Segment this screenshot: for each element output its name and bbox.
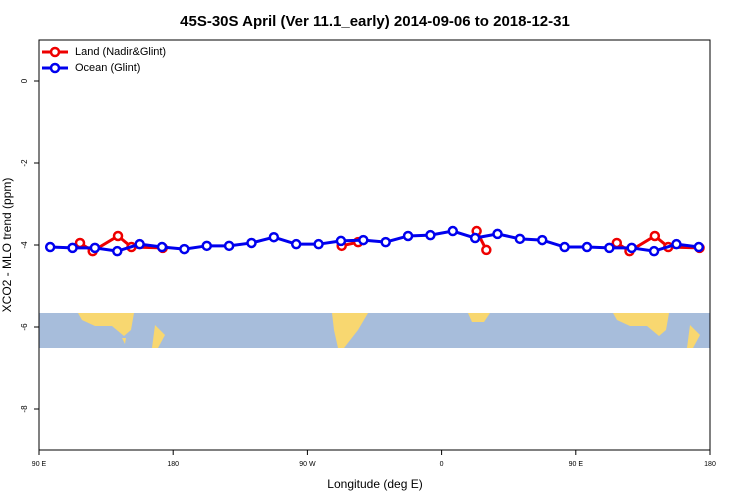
y-tick-label: -2 (20, 159, 29, 167)
data-point (112, 230, 124, 242)
data-point (581, 241, 593, 253)
legend: Land (Nadir&Glint) Ocean (Glint) (42, 46, 166, 74)
y-axis-label: XCO2 - MLO trend (ppm) (0, 178, 14, 313)
data-point (268, 231, 280, 243)
legend-label: Land (Nadir&Glint) (75, 46, 166, 58)
data-point (626, 242, 637, 254)
data-point (559, 241, 570, 253)
data-point (112, 245, 123, 257)
data-point (290, 238, 302, 250)
data-point (380, 236, 391, 248)
data-point (649, 230, 661, 242)
data-point (89, 242, 101, 254)
y-tick-label: -6 (20, 323, 29, 331)
data-point (201, 240, 212, 252)
data-point (537, 234, 548, 246)
data-point (44, 241, 56, 253)
chart-title: 45S-30S April (Ver 11.1_early) 2014-09-0… (180, 13, 570, 30)
x-tick-label: 180 (704, 461, 716, 468)
data-point (134, 238, 145, 250)
map-strip (39, 313, 710, 348)
data-point (693, 241, 705, 253)
data-point (469, 232, 481, 244)
data-point (514, 233, 526, 245)
y-tick-label: 0 (20, 78, 29, 83)
data-point (604, 242, 615, 254)
data-point (313, 238, 324, 250)
data-point (358, 234, 369, 246)
data-point (246, 237, 257, 249)
data-point (179, 243, 190, 255)
y-tick-label: -8 (20, 405, 29, 413)
x-tick-label: 90 E (569, 461, 584, 468)
data-point (67, 242, 78, 254)
x-tick-label: 0 (440, 461, 444, 468)
data-point (156, 241, 168, 253)
y-tick-label: -4 (20, 241, 29, 249)
data-point (492, 228, 503, 240)
data-point (335, 235, 347, 247)
data-point (447, 225, 459, 237)
data-point (223, 240, 235, 252)
x-tick-label: 180 (167, 461, 179, 468)
data-point (425, 229, 436, 241)
x-axis-label: Longitude (deg E) (327, 477, 422, 491)
x-tick-label: 90 E (32, 461, 47, 468)
legend-label: Ocean (Glint) (75, 62, 140, 74)
data-point (402, 230, 414, 242)
x-tick-label: 90 W (299, 461, 316, 468)
data-point (648, 245, 660, 257)
data-point (671, 238, 682, 250)
data-point (481, 244, 492, 256)
